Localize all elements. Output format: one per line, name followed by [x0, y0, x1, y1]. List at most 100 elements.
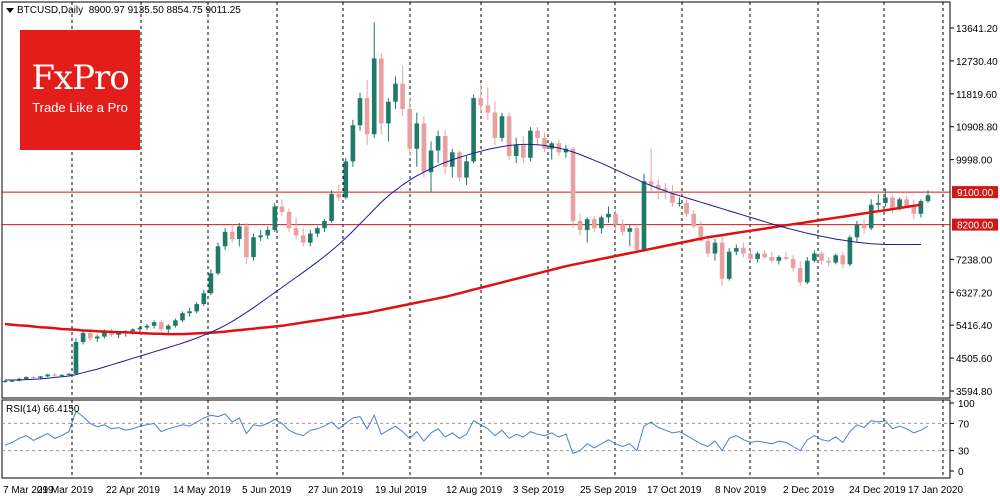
candle-body	[45, 374, 50, 377]
level-label: 8200.00	[957, 221, 994, 232]
x-tick-label: 27 Jun 2019	[308, 485, 363, 496]
candle-body	[478, 98, 484, 106]
candle-body	[804, 260, 810, 283]
candle-body	[400, 83, 405, 109]
x-tick-label: 8 Nov 2019	[715, 485, 767, 496]
candle-body	[414, 123, 420, 149]
candle-body	[925, 195, 931, 202]
x-tick-label: 3 Sep 2019	[513, 485, 565, 496]
rsi-y-tick-label: 100	[958, 399, 975, 410]
candle-body	[677, 202, 682, 204]
candle-body	[606, 213, 611, 218]
y-tick-label: 4505.60	[956, 354, 993, 365]
candle-body	[378, 58, 384, 124]
candle-body	[201, 293, 207, 305]
candle-body	[847, 237, 853, 265]
main-plot-frame	[1, 1, 951, 399]
candle-body	[428, 150, 434, 173]
candle-body	[435, 136, 441, 151]
symbol-label: BTCUSD,Daily	[17, 5, 84, 16]
candle-body	[634, 228, 640, 250]
candle-body	[187, 311, 192, 314]
x-tick-label: 14 May 2019	[173, 485, 231, 496]
x-tick-label: 2 Dec 2019	[783, 485, 835, 496]
candle-body	[733, 248, 739, 252]
candle-body	[300, 235, 306, 243]
candle-body	[151, 322, 157, 326]
y-tick-label: 10908.80	[956, 123, 998, 134]
candle-body	[364, 98, 370, 135]
candle-body	[66, 373, 72, 375]
candle-body	[343, 161, 349, 198]
chart-header: BTCUSD,Daily 8900.97 9135.50 8854.75 901…	[17, 5, 241, 16]
candle-body	[904, 199, 910, 207]
candle-body	[165, 325, 171, 330]
candle-body	[641, 181, 647, 250]
candle-body	[670, 192, 675, 203]
candle-body	[144, 325, 150, 328]
candle-body	[23, 377, 29, 379]
x-tick-label: 12 Aug 2019	[446, 485, 503, 496]
candle-body	[73, 342, 79, 374]
y-tick-label: 12730.40	[956, 57, 998, 68]
candle-body	[769, 257, 775, 261]
candle-body	[279, 206, 285, 212]
candle-body	[655, 184, 661, 189]
x-tick-label: 5 Jun 2019	[242, 485, 292, 496]
candle-body	[662, 188, 668, 193]
rsi-y-tick-label: 0	[958, 467, 964, 478]
candle-body	[464, 161, 469, 178]
candle-body	[549, 143, 555, 149]
candle-body	[591, 219, 597, 229]
candle-body	[315, 228, 320, 234]
y-tick-label: 7238.00	[956, 255, 993, 266]
candle-body	[102, 331, 107, 337]
candle-body	[812, 253, 817, 261]
candle-body	[719, 242, 725, 279]
x-tick-label: 17 Jan 2020	[908, 485, 963, 496]
candle-body	[336, 193, 342, 198]
candle-body	[819, 253, 824, 261]
dropdown-arrow-icon[interactable]	[6, 8, 14, 13]
candle-body	[357, 98, 363, 126]
candle-body	[883, 197, 888, 203]
candle-body	[762, 253, 768, 258]
candle-body	[393, 83, 398, 102]
candle-body	[513, 145, 519, 156]
candle-body	[648, 181, 654, 185]
candle-body	[712, 242, 718, 254]
candle-body	[741, 248, 746, 254]
x-tick-label: 22 Apr 2019	[106, 485, 160, 496]
candle-body	[797, 267, 803, 283]
candle-body	[840, 255, 846, 265]
candle-body	[868, 204, 874, 229]
logo-name: FxPro	[31, 58, 129, 98]
level-price-tag	[952, 186, 998, 199]
candle-body	[613, 213, 618, 225]
candle-body	[918, 201, 924, 214]
logo-tagline: Trade Like a Pro	[32, 100, 128, 115]
ma-fast-line	[5, 143, 921, 381]
candle-body	[31, 377, 36, 379]
candle-body	[627, 228, 633, 232]
y-tick-label: 9998.00	[956, 156, 993, 167]
x-tick-label: 24 Dec 2019	[849, 485, 906, 496]
candle-body	[244, 226, 249, 258]
candle-body	[691, 213, 697, 227]
candle-body	[222, 231, 228, 247]
rsi-plot-frame	[1, 399, 951, 479]
candle-body	[861, 224, 867, 229]
candle-body	[833, 255, 839, 263]
candle-body	[80, 333, 86, 343]
y-tick-label: 3594.80	[956, 387, 993, 398]
y-tick-label: 11819.60	[956, 90, 997, 101]
candle-body	[59, 374, 65, 376]
candle-body	[698, 226, 704, 241]
x-tick-label: 17 Oct 2019	[647, 485, 702, 496]
candle-body	[371, 58, 377, 135]
rsi-title: RSI(14) 66.4150	[6, 404, 80, 415]
candle-body	[442, 136, 448, 167]
ohlc-label: 8900.97 9135.50 8854.75 9011.25	[88, 5, 241, 16]
